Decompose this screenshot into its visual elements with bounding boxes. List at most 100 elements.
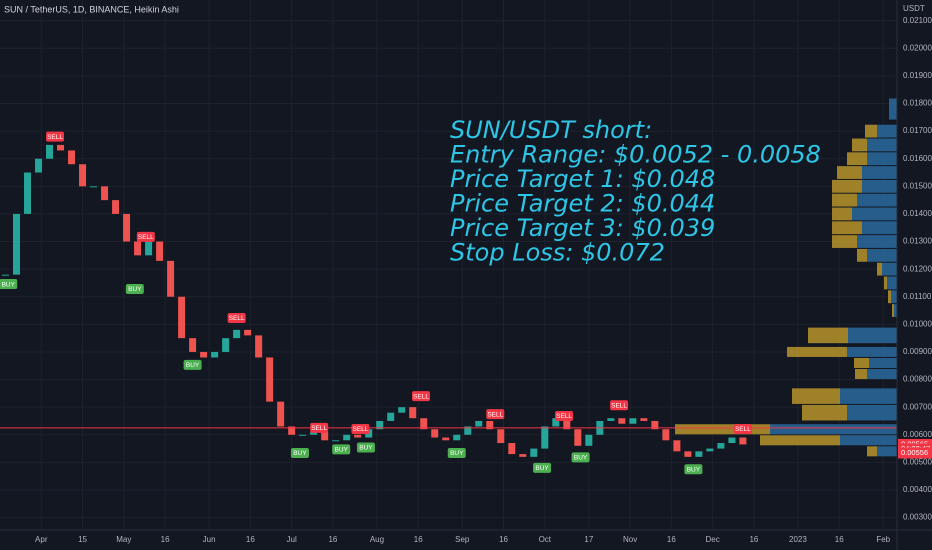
candle [530, 448, 538, 457]
signal-label: BUY [335, 447, 349, 454]
volume-buy [847, 404, 897, 421]
candle [233, 329, 241, 339]
candle [574, 429, 582, 446]
volume-buy [847, 346, 897, 357]
volume-buy [877, 446, 897, 457]
candle [200, 351, 208, 358]
candle [332, 440, 340, 442]
annotation: Price Target 3: $0.039 [450, 214, 715, 242]
x-tick-label: 17 [584, 535, 593, 544]
y-tick-label: 0.00900 [903, 347, 932, 356]
volume-buy [857, 193, 897, 207]
candle [46, 144, 54, 159]
candle [387, 412, 395, 421]
signal-marker [290, 447, 309, 458]
volume-buy [867, 369, 897, 380]
volume-sell [877, 262, 882, 276]
y-tick-label: 0.01600 [903, 154, 932, 163]
candle [255, 335, 263, 358]
signal-label: BUY [574, 455, 588, 462]
currency: USDT [903, 4, 925, 13]
signal-label: BUY [128, 286, 142, 293]
signal-marker [610, 400, 629, 411]
x-tick-label: 2023 [789, 535, 807, 544]
signal-label: SELL [487, 411, 503, 418]
signal-label: SELL [556, 413, 572, 420]
x-tick-label: May [116, 535, 131, 544]
candle [145, 241, 153, 256]
annotation: Price Target 2: $0.044 [450, 190, 715, 218]
signal-label: SELL [47, 134, 63, 141]
candle [717, 443, 725, 449]
volume-buy [857, 235, 897, 248]
y-tick-label: 0.00800 [903, 375, 932, 384]
y-tick-label: 0.01400 [903, 209, 932, 218]
candle [211, 351, 219, 358]
signal-label: SELL [138, 234, 154, 241]
y-tick-label: 0.00400 [903, 485, 932, 494]
x-tick-label: Oct [539, 535, 552, 544]
signal-marker [0, 279, 18, 290]
volume-buy [887, 276, 897, 290]
candle [24, 172, 32, 214]
x-tick-label: 16 [161, 535, 170, 544]
candle [552, 418, 560, 427]
volume-sell [837, 166, 862, 179]
y-tick-label: 0.00600 [903, 430, 932, 439]
volume-buy [770, 424, 897, 435]
candle [662, 429, 670, 441]
signal-label: SELL [352, 426, 368, 433]
signal-label: BUY [293, 450, 307, 457]
x-tick-label: Apr [35, 535, 48, 544]
candle [739, 437, 747, 445]
y-tick-label: 0.01700 [903, 126, 932, 135]
candle [343, 434, 351, 441]
volume-sell [675, 424, 770, 435]
candle [629, 418, 637, 424]
signal-label: BUY [359, 445, 373, 452]
signal-label: SELL [229, 315, 245, 322]
x-tick-label: Dec [706, 535, 720, 544]
candle [695, 451, 703, 457]
candle [607, 418, 615, 421]
candle [35, 158, 43, 173]
volume-sell [867, 446, 877, 457]
candle [222, 338, 230, 352]
x-tick-label: Jul [287, 535, 297, 544]
candle [123, 213, 131, 242]
plot: BUY SELL BUY SELL BUY SELL BUY SELL BUY SELL BUY SE… [0, 98, 897, 475]
candle [310, 432, 318, 435]
signal-marker [332, 444, 351, 455]
signal-marker [136, 231, 155, 242]
candle [508, 443, 516, 455]
volume-sell [832, 179, 862, 193]
signal-marker [351, 423, 370, 434]
volume-sell [808, 327, 848, 344]
candle [90, 186, 98, 188]
x-tick-label: Aug [370, 535, 384, 544]
x-tick-label: 16 [246, 535, 255, 544]
candle [541, 426, 549, 449]
volume-buy [862, 166, 897, 179]
volume-buy [882, 262, 897, 276]
signal-marker [227, 313, 246, 323]
x-tick-label: 16 [835, 535, 844, 544]
candle [706, 448, 714, 452]
candle [618, 418, 626, 424]
candle [486, 420, 494, 430]
y-tick-label: 0.01100 [903, 292, 932, 301]
x-tick-label: 16 [328, 535, 337, 544]
candle [321, 432, 329, 441]
candle [376, 420, 384, 430]
chart-title: SUN / TetherUS, 1D, BINANCE, Heikin Ashi [4, 4, 179, 14]
candle [651, 420, 659, 430]
signal-marker [46, 131, 65, 142]
candle [112, 200, 120, 214]
volume-buy [848, 327, 897, 344]
volume-buy [840, 388, 897, 404]
candle [277, 401, 285, 427]
annotation: Price Target 1: $0.048 [450, 165, 715, 193]
candle [13, 213, 21, 275]
y-tick-label: 0.02100 [903, 16, 932, 25]
annotation: SUN/USDT short: [450, 116, 652, 144]
